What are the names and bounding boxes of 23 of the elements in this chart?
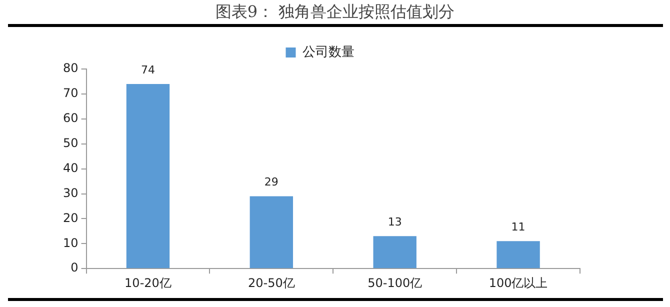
- y-tick-label: 80: [62, 61, 78, 76]
- y-tick-label: 60: [62, 111, 78, 126]
- data-label: 13: [388, 216, 402, 229]
- y-tick-label: 50: [62, 136, 78, 150]
- y-tick-label: 0: [70, 260, 78, 275]
- chart-title: 图表9： 独角兽企业按照估值划分: [214, 2, 456, 23]
- y-tick-label: 20: [62, 210, 78, 225]
- x-tick-label: 100亿以上: [488, 276, 548, 290]
- x-tick-label: 10-20亿: [124, 276, 172, 290]
- y-tick-label: 70: [62, 86, 78, 100]
- y-tick-label: 10: [62, 236, 78, 250]
- data-label: 74: [140, 63, 155, 76]
- bar: [496, 241, 540, 268]
- bar: [126, 84, 170, 268]
- x-tick-label: 20-50亿: [248, 276, 295, 290]
- bar: [373, 236, 416, 268]
- data-label: 11: [511, 220, 526, 234]
- y-tick-label: 40: [62, 160, 78, 175]
- data-label: 29: [264, 176, 278, 189]
- x-tick-label: 50-100亿: [368, 276, 422, 290]
- bar: [250, 196, 294, 268]
- legend-label: 公司数量: [302, 44, 354, 60]
- y-tick-label: 30: [62, 186, 78, 200]
